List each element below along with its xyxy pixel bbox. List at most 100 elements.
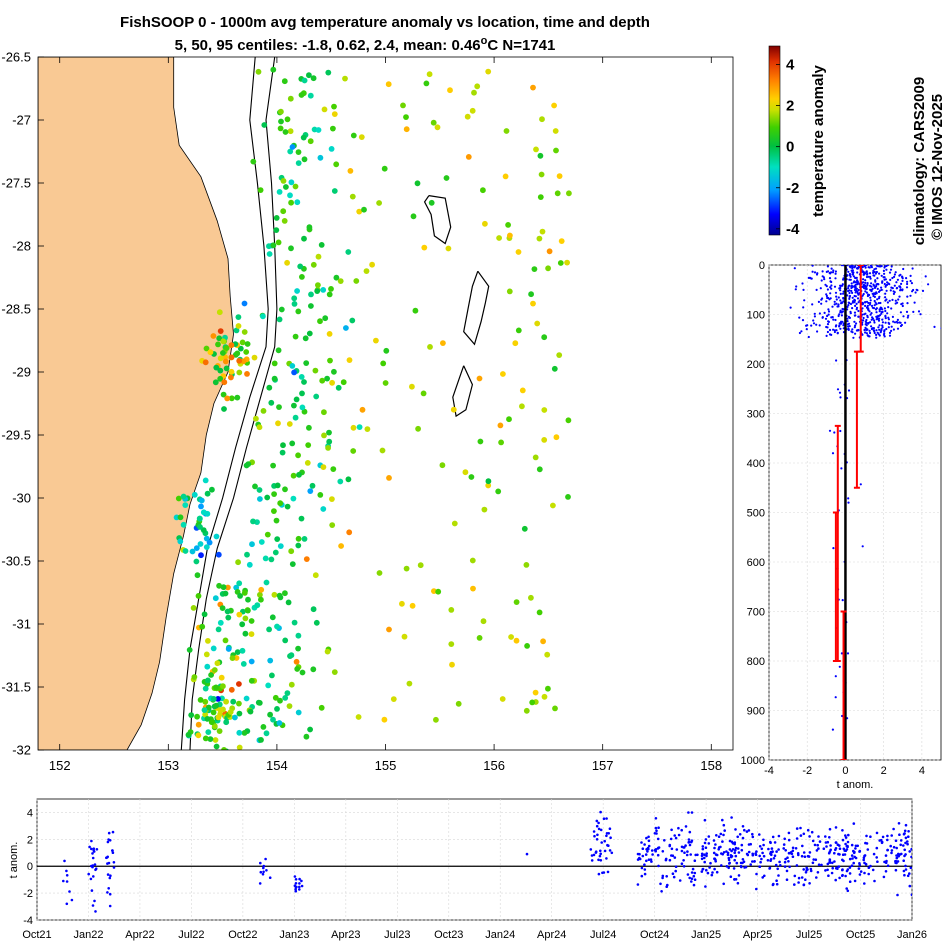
map-point [213, 702, 220, 709]
profile-point [842, 265, 845, 267]
timeseries-point [828, 859, 832, 862]
profile-point [875, 315, 878, 318]
map-point [284, 503, 291, 510]
timeseries-point [886, 834, 889, 838]
timeseries-point [799, 834, 803, 837]
timeseries-point [721, 840, 724, 843]
profile-point [862, 271, 865, 274]
timeseries-point [788, 851, 791, 855]
timeseries-point [703, 818, 707, 822]
map-point [287, 192, 293, 199]
profile-point [943, 294, 945, 296]
map-point [224, 608, 231, 615]
map-point [234, 350, 241, 357]
profile-point [839, 284, 842, 287]
timeseries-point [599, 859, 603, 862]
map-point [223, 698, 230, 705]
map-point [268, 399, 275, 406]
map-point [399, 600, 405, 607]
timeseries-point [871, 868, 875, 872]
timeseries-point [607, 844, 610, 847]
map-point [205, 729, 212, 735]
timeseries-point [817, 835, 820, 838]
timeseries-point [656, 853, 660, 857]
timeseries-point [661, 876, 664, 880]
map-point [195, 593, 202, 599]
profile-point [850, 286, 853, 290]
timeseries-point [657, 826, 660, 829]
timeseries-point [921, 862, 924, 865]
timeseries-point [926, 877, 929, 880]
timeseries-point [733, 858, 736, 862]
map-point [206, 769, 212, 775]
timeseries-point [677, 833, 681, 837]
timeseries-point [93, 899, 96, 903]
map-point [261, 122, 268, 128]
timeseries-point [688, 830, 692, 834]
map-point [540, 638, 546, 645]
profile-point [890, 325, 893, 328]
timeseries-point [807, 855, 811, 858]
map-point [545, 265, 551, 272]
map-point [228, 368, 235, 375]
profile-point [881, 326, 884, 329]
map-point [244, 551, 250, 558]
map-point [307, 138, 314, 145]
map-point [363, 268, 370, 274]
map-point [292, 333, 299, 340]
map-point [273, 517, 280, 524]
profile-point [846, 320, 849, 323]
timeseries-point [606, 870, 610, 874]
timeseries-point [831, 861, 834, 865]
timeseries-point [709, 861, 712, 865]
timeseries-point [673, 856, 677, 859]
map-point [284, 116, 291, 123]
timeseries-point [863, 861, 866, 865]
timeseries-point [934, 867, 937, 870]
timeseries-x-tick-label: Jul24 [590, 929, 616, 941]
timeseries-point [925, 847, 928, 850]
profile-point [868, 272, 872, 275]
map-point [346, 357, 353, 363]
map-point [476, 375, 483, 382]
map-point [455, 700, 462, 707]
map-point [289, 363, 296, 369]
profile-point [766, 266, 768, 268]
profile-point [906, 280, 909, 283]
timeseries-point [884, 854, 888, 857]
map-point [553, 147, 559, 154]
map-point [541, 407, 548, 413]
map-point [265, 682, 272, 689]
timeseries-y-tick-label: 4 [27, 807, 33, 819]
map-point [301, 379, 307, 385]
timeseries-point [779, 864, 782, 867]
timeseries-point [647, 844, 651, 848]
map-point [223, 365, 230, 372]
map-point [420, 390, 427, 397]
map-point [529, 699, 536, 706]
map-point [564, 259, 570, 266]
map-point [318, 242, 325, 248]
profile-point [815, 273, 819, 276]
map-point [281, 218, 288, 224]
timeseries-point [783, 837, 786, 841]
profile-point [811, 265, 814, 267]
timeseries-point [600, 841, 603, 844]
timeseries-point [850, 843, 854, 847]
chart-subtitle: 5, 50, 95 centiles: -1.8, 0.62, 2.4, mea… [175, 35, 556, 54]
timeseries-point [262, 870, 265, 874]
timeseries-point [111, 830, 115, 834]
map-point [272, 694, 279, 701]
profile-point [810, 277, 813, 280]
timeseries-point [923, 863, 926, 866]
timeseries-point [826, 868, 829, 872]
timeseries-point [793, 883, 796, 886]
map-point [278, 108, 284, 115]
timeseries-point [903, 832, 906, 835]
map-point [558, 238, 565, 245]
timeseries-point [689, 853, 692, 856]
timeseries-point [935, 878, 938, 881]
profile-point [872, 274, 875, 277]
timeseries-point [92, 850, 96, 853]
map-point [301, 408, 308, 415]
